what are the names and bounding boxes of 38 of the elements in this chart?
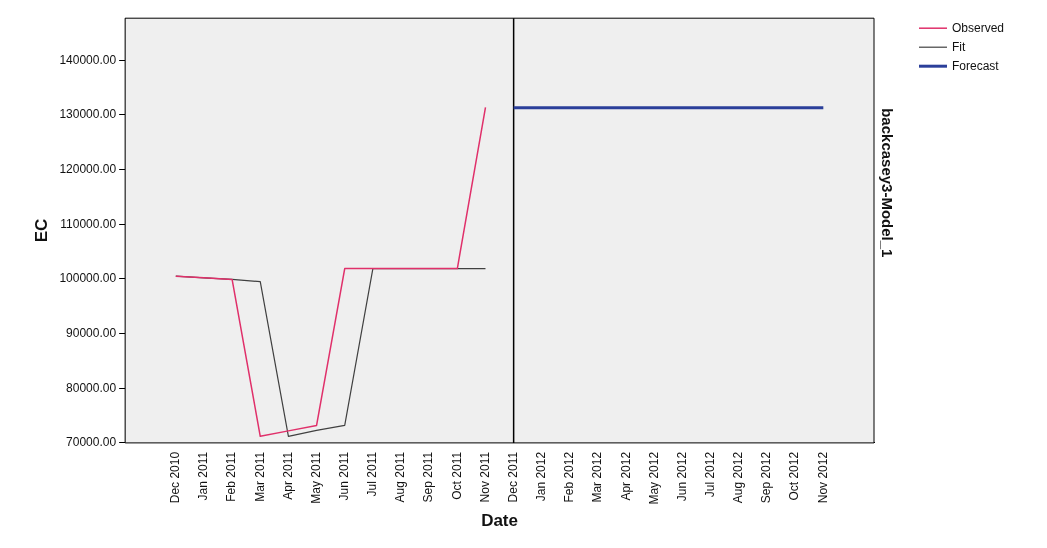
x-tick-label: Feb 2012: [562, 451, 577, 503]
x-tick-label: Apr 2011: [280, 451, 295, 500]
legend-label: Observed: [952, 20, 1005, 35]
y-tick-label: 120000.00: [59, 161, 117, 176]
y-tick-label: 90000.00: [66, 325, 117, 340]
x-tick-label: Aug 2012: [731, 451, 746, 504]
x-tick-label: Aug 2011: [393, 451, 408, 503]
x-tick-label: Sep 2012: [759, 451, 774, 504]
x-tick-label: Apr 2012: [618, 451, 633, 501]
legend-label: Forecast: [952, 58, 1000, 73]
x-tick-label: Dec 2010: [168, 451, 183, 504]
x-tick-label: Jun 2011: [337, 451, 352, 501]
x-tick-label: Nov 2011: [477, 451, 492, 503]
x-tick-label: Jul 2011: [365, 451, 380, 497]
y-tick-label: 130000.00: [59, 107, 117, 122]
x-tick-label: Jul 2012: [703, 451, 718, 498]
y-tick-label: 80000.00: [66, 380, 117, 395]
x-tick-label: Oct 2011: [449, 451, 464, 500]
x-tick-label: Mar 2011: [252, 451, 267, 502]
x-tick-label: Sep 2011: [421, 451, 436, 503]
x-tick-label: Jan 2011: [196, 451, 211, 501]
x-tick-label: May 2011: [308, 451, 323, 504]
y-tick-label: 110000.00: [60, 216, 117, 231]
x-tick-label: Feb 2011: [224, 451, 239, 502]
x-tick-label: Jun 2012: [674, 451, 689, 502]
x-tick-label: May 2012: [646, 451, 661, 505]
y-tick-label: 70000.00: [66, 435, 117, 450]
legend-label: Fit: [952, 39, 966, 54]
text: backcasey3-Model_1: [878, 108, 896, 258]
x-axis-title: Date: [481, 511, 518, 531]
x-tick-label: Oct 2012: [787, 451, 802, 501]
x-tick-label: Mar 2012: [590, 451, 605, 503]
x-tick-label: Dec 2011: [505, 451, 520, 503]
y-tick-label: 100000.00: [59, 271, 117, 286]
x-tick-label: Nov 2012: [815, 451, 830, 504]
y-axis-title: EC: [31, 218, 51, 243]
y-tick-label: 140000.00: [59, 52, 117, 67]
x-tick-label: Jan 2012: [534, 451, 549, 502]
